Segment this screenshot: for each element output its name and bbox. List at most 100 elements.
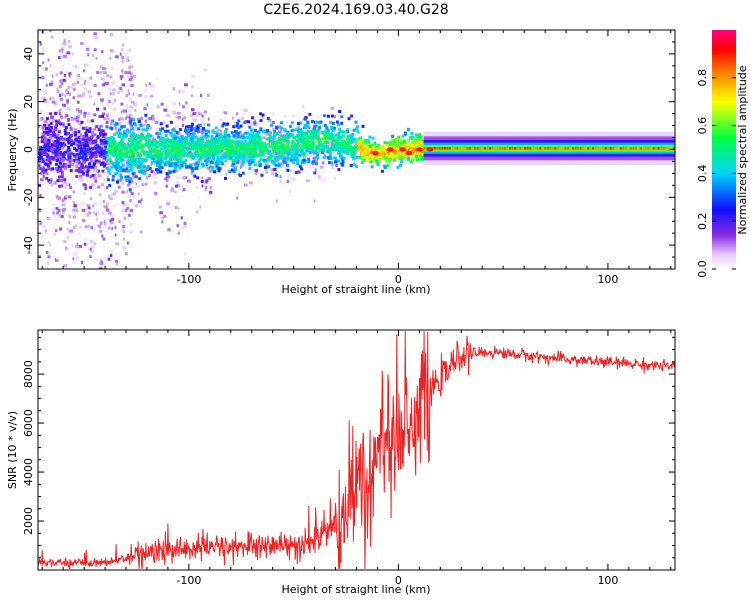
- heat-noise-cell: [202, 156, 206, 160]
- heat-noise-cell: [60, 55, 64, 59]
- heat-band-cell: [151, 144, 155, 148]
- heat-band-cell: [119, 149, 122, 153]
- heat-band-cell: [124, 175, 128, 179]
- heat-band-cell: [70, 139, 74, 143]
- heat-band-cell: [53, 133, 56, 137]
- heat-noise-cell: [174, 115, 178, 119]
- heat-band-cell: [129, 153, 133, 157]
- heat-band-cell: [96, 159, 100, 163]
- heat-noise-cell: [130, 76, 133, 79]
- heat-band-cell: [200, 140, 204, 144]
- heat-band-cell: [186, 127, 190, 131]
- heat-noise-cell: [159, 211, 163, 215]
- heat-band-cell: [300, 130, 304, 134]
- heat-band-cell: [368, 156, 371, 160]
- heat-band-cell: [353, 137, 357, 141]
- heat-noise-cell: [129, 198, 132, 202]
- heat-band-cell: [156, 157, 160, 161]
- heat-band-cell: [134, 144, 138, 148]
- heat-band-cell: [420, 154, 424, 158]
- heat-band-cell: [378, 152, 382, 156]
- heat-band-cell: [239, 173, 242, 177]
- heat-noise-cell: [146, 172, 150, 176]
- heat-band-cell: [121, 163, 125, 167]
- heat-band-cell: [189, 153, 193, 157]
- heat-noise-cell: [136, 155, 140, 159]
- heat-band-cell: [201, 138, 205, 142]
- heat-band-cell: [389, 155, 393, 159]
- heat-band-cell: [124, 155, 128, 159]
- heat-noise-cell: [103, 71, 107, 75]
- heat-noise-cell: [317, 175, 322, 179]
- heat-band-cell: [180, 145, 184, 149]
- heat-noise-cell: [77, 154, 80, 158]
- heat-band-cell: [180, 136, 184, 140]
- heat-band-cell: [205, 142, 209, 145]
- heat-noise-cell: [204, 110, 207, 114]
- heat-band-cell: [226, 143, 230, 147]
- heat-band-cell: [370, 150, 374, 154]
- heat-band-cell: [200, 130, 204, 134]
- heat-noise-cell: [127, 58, 130, 62]
- heat-noise-cell: [314, 168, 317, 172]
- heat-core-cell: [453, 147, 456, 150]
- heat-noise-cell: [110, 92, 112, 96]
- heat-band-cell: [58, 147, 62, 151]
- heat-noise-cell: [126, 206, 130, 210]
- heat-band-cell: [205, 163, 209, 167]
- heat-noise-cell: [99, 200, 102, 204]
- heat-band-cell: [47, 167, 51, 171]
- heat-band-cell: [408, 143, 412, 147]
- heat-band-cell: [332, 126, 336, 130]
- heat-noise-cell: [49, 30, 53, 34]
- heat-band-cell: [393, 140, 397, 144]
- heat-noise-cell: [82, 183, 86, 187]
- heat-band-cell: [305, 149, 309, 153]
- heat-noise-cell: [87, 206, 91, 210]
- heat-band-cell: [381, 145, 385, 149]
- heat-band-cell: [323, 130, 327, 134]
- heat-noise-cell: [103, 77, 105, 81]
- heat-band-cell: [357, 148, 361, 151]
- heat-band-cell: [57, 175, 61, 179]
- heat-band-cell: [195, 151, 199, 155]
- heat-noise-cell: [93, 48, 97, 52]
- heat-core-cell: [564, 147, 567, 150]
- heat-band-cell: [142, 165, 146, 169]
- heat-band-cell: [155, 151, 158, 155]
- heat-noise-cell: [291, 114, 296, 118]
- heat-band-cell: [89, 149, 93, 153]
- heat-noise-cell: [182, 105, 185, 109]
- heat-noise-cell: [72, 117, 77, 121]
- heat-band-cell: [322, 155, 326, 159]
- heat-core-cell: [574, 147, 577, 150]
- heat-band-cell: [211, 146, 215, 150]
- heat-band-cell: [166, 150, 170, 154]
- heat-noise-cell: [221, 150, 225, 153]
- heat-band-cell: [62, 157, 66, 161]
- heat-band-cell: [212, 151, 216, 155]
- spectrogram-xlabel: Height of straight line (km): [281, 283, 430, 296]
- heat-band-cell: [159, 157, 163, 161]
- heat-core-cell: [443, 147, 446, 150]
- heat-noise-cell: [164, 177, 167, 181]
- heat-core-cell: [473, 147, 476, 150]
- heat-noise-cell: [125, 169, 129, 173]
- heat-band-cell: [360, 161, 364, 165]
- heat-noise-cell: [153, 175, 157, 179]
- heat-noise-cell: [77, 115, 80, 118]
- heat-noise-cell: [42, 96, 46, 100]
- heat-noise-cell: [183, 221, 187, 225]
- heat-band-cell: [397, 135, 401, 139]
- heat-band-cell: [86, 168, 90, 172]
- heat-noise-cell: [225, 128, 228, 132]
- heat-noise-cell: [140, 117, 144, 120]
- heat-noise-cell: [58, 127, 60, 130]
- heat-band-cell: [74, 137, 78, 141]
- heat-noise-cell: [116, 262, 119, 266]
- heat-band-cell: [235, 160, 239, 164]
- heat-band-cell: [39, 148, 42, 152]
- heat-noise-cell: [198, 196, 200, 200]
- heat-band-cell: [187, 133, 191, 137]
- heat-core-cell: [433, 147, 436, 150]
